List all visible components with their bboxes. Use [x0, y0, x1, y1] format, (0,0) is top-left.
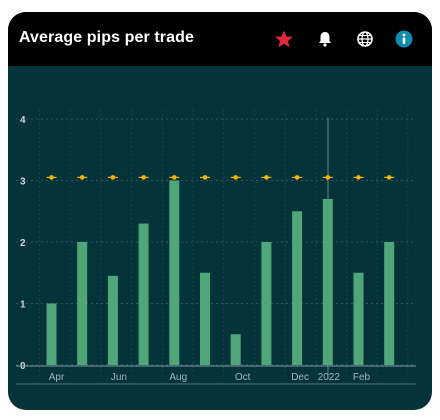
marker-point — [49, 175, 54, 180]
x-tick-label: Dec — [291, 372, 309, 383]
bar — [107, 275, 118, 365]
x-tick-label: Jun — [111, 372, 127, 383]
y-tick-label: 3 — [20, 177, 26, 188]
marker-point — [386, 175, 392, 180]
info-icon[interactable] — [394, 29, 414, 49]
chart-card: Average pips per trade — [8, 12, 432, 410]
bar — [384, 242, 395, 365]
marker-point — [110, 175, 116, 180]
star-icon[interactable] — [274, 29, 294, 49]
chart-title: Average pips per trade — [19, 29, 195, 46]
marker-point — [79, 175, 85, 180]
bar — [353, 272, 364, 365]
marker-point — [233, 175, 238, 180]
bar — [169, 180, 180, 365]
x-tick-label: Oct — [235, 372, 251, 383]
marker-point — [325, 175, 331, 180]
y-tick-label: 2 — [20, 238, 26, 249]
bar — [261, 242, 272, 365]
bar — [230, 334, 241, 365]
globe-icon[interactable] — [355, 29, 375, 49]
bar — [77, 242, 88, 365]
marker-point — [264, 175, 269, 180]
x-tick-label: 2022 — [318, 372, 341, 383]
y-tick-label: 1 — [20, 300, 26, 311]
card-header: Average pips per trade — [8, 12, 432, 66]
marker-point — [202, 175, 208, 180]
bar — [200, 272, 210, 365]
marker-point — [172, 175, 177, 180]
bar — [46, 303, 57, 365]
bell-icon[interactable] — [315, 29, 335, 49]
x-tick-label: Aug — [169, 372, 187, 383]
bar — [292, 211, 303, 365]
marker-point — [141, 175, 146, 180]
y-tick-label: 4 — [20, 115, 26, 126]
marker-point — [356, 175, 361, 180]
bar — [138, 223, 149, 365]
x-tick-label: Apr — [49, 372, 65, 383]
bar-chart: 01234AprJunAugOctDec2022Feb — [16, 109, 416, 385]
x-tick-label: Feb — [353, 372, 371, 383]
marker-point — [294, 175, 300, 180]
bar — [322, 198, 333, 365]
